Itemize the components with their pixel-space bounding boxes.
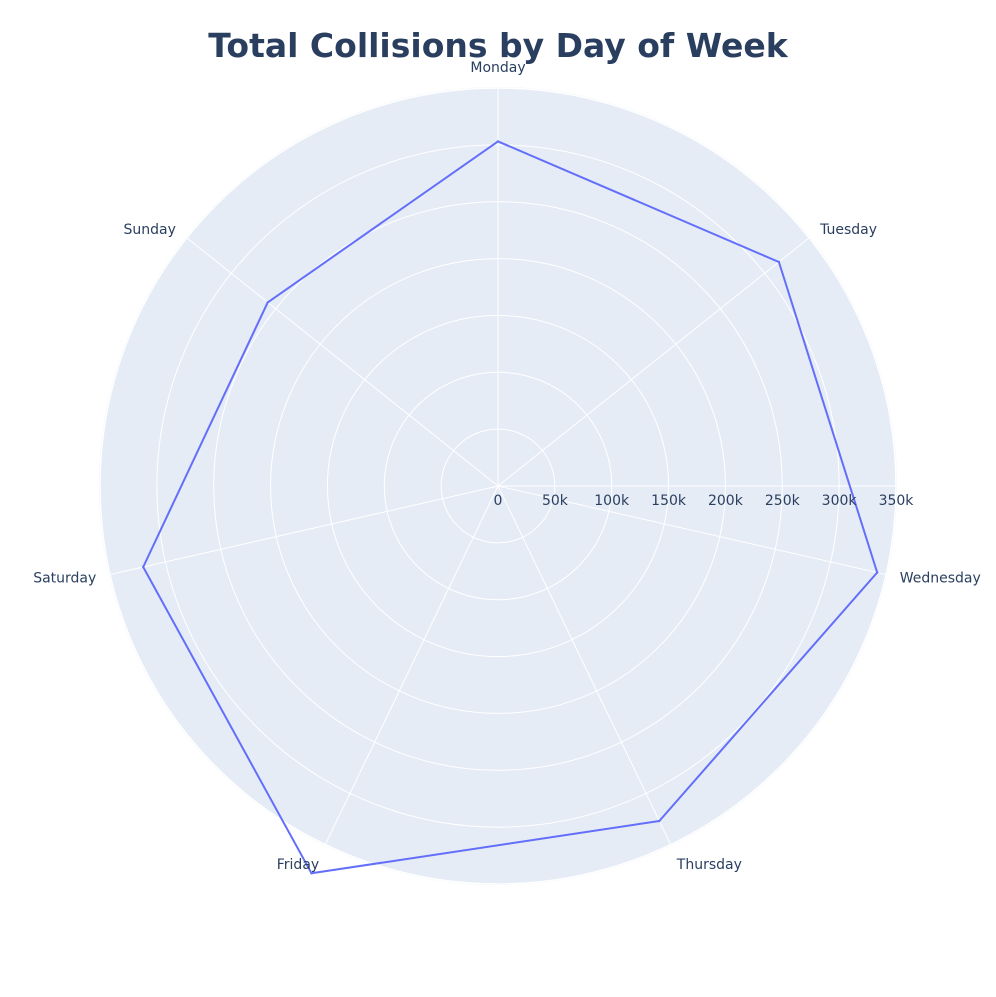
spoke	[497, 485, 672, 845]
series-layer	[142, 140, 879, 875]
spoke	[186, 237, 499, 487]
radial-tick-label: 250k	[765, 493, 801, 509]
category-label: Wednesday	[900, 571, 981, 587]
category-label: Saturday	[33, 571, 96, 587]
radial-tick-label: 300k	[822, 493, 858, 509]
radial-tick-label: 0	[494, 493, 503, 509]
data-point	[142, 565, 145, 569]
data-point	[658, 819, 661, 823]
labels-layer: Monday Tuesday Wednesday Thursday Friday Satu…	[33, 60, 981, 873]
spoke	[497, 237, 810, 487]
data-point	[876, 571, 879, 574]
spoke	[109, 485, 499, 576]
radial-tick-label: 200k	[708, 493, 744, 509]
data-point	[496, 140, 500, 143]
series-line	[142, 140, 879, 875]
spoke	[497, 485, 887, 576]
spoke	[324, 485, 499, 845]
category-label: Monday	[470, 60, 525, 76]
chart-title: Total Collisions by Day of Week	[208, 26, 788, 65]
data-point	[266, 301, 269, 304]
radial-tick-label: 100k	[594, 493, 630, 509]
category-label: Sunday	[124, 222, 176, 238]
category-label: Thursday	[676, 857, 742, 873]
radial-tick-label: 50k	[542, 493, 569, 509]
radial-tick-label: 150k	[651, 493, 687, 509]
radial-tick-label: 350k	[879, 493, 915, 509]
data-point	[310, 872, 313, 875]
angular-gridlines	[109, 88, 896, 845]
category-label: Tuesday	[819, 222, 877, 238]
data-point	[777, 260, 781, 264]
category-label: Friday	[277, 857, 319, 873]
